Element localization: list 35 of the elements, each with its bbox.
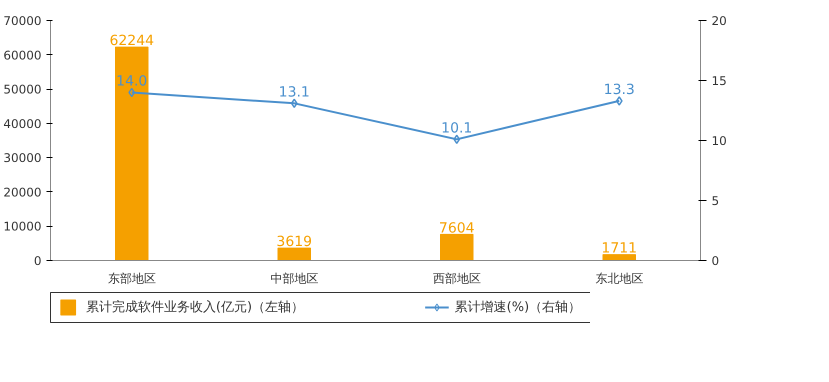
y-tick-label: 70000: [3, 14, 42, 28]
x-tick-label: 东部地区: [108, 272, 156, 286]
data-label: 13.1: [278, 84, 310, 100]
y2-tick-label: 10: [712, 134, 727, 148]
y-tick-label: 60000: [3, 48, 42, 62]
data-label: 13.3: [604, 82, 635, 98]
y-tick-label: 10000: [3, 220, 42, 234]
data-label: 14.0: [116, 74, 148, 90]
x-tick-label: 中部地区: [270, 272, 318, 286]
y-tick-label: 40000: [3, 116, 42, 131]
point: [128, 88, 136, 98]
point: [290, 98, 298, 108]
y2-tick-label: 5: [712, 194, 720, 208]
legend-label: 累计完成软件业务收入(亿元)（左轴）: [86, 299, 304, 315]
x-tick-label: 东北地区: [595, 272, 644, 286]
data-label: 7604: [438, 220, 475, 236]
point: [453, 134, 460, 144]
legend-label: 累计增速(%)（右轴）: [454, 300, 582, 315]
point: [616, 96, 623, 106]
bar: [602, 254, 636, 260]
y-tick-label: 30000: [3, 151, 42, 166]
data-label: 62244: [109, 33, 154, 50]
y-tick-label: 20000: [3, 185, 42, 200]
data-label: 1711: [601, 240, 638, 257]
data-label: 10.1: [441, 120, 472, 136]
bar: [115, 46, 148, 260]
y-tick-label: 50000: [3, 82, 42, 97]
x-tick-label: 西部地区: [432, 272, 481, 286]
y2-tick-label: 15: [712, 74, 727, 88]
y2-tick-label: 0: [712, 254, 720, 268]
y2-tick-label: 20: [712, 14, 727, 28]
data-label: 3619: [276, 234, 312, 250]
bar: [440, 234, 474, 260]
bar: [278, 248, 311, 260]
y-tick-label: 0: [34, 254, 42, 268]
